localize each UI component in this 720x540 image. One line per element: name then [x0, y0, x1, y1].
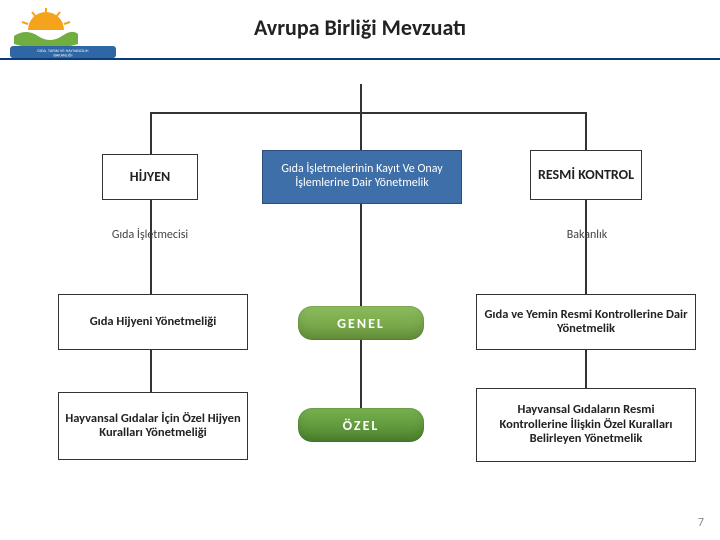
slide: GIDA, TARIM VE HAYVANCILIK BAKANLIĞI Avr…	[0, 0, 720, 540]
node-label: RESMİ KONTROL	[538, 167, 634, 183]
node-kayit-onay: Gıda İşletmelerinin Kayıt Ve Onay İşleml…	[262, 150, 462, 204]
node-gida-hijyeni: Gıda Hijyeni Yönetmeliği	[58, 294, 248, 350]
node-label: HİJYEN	[130, 169, 171, 185]
node-label: Hayvansal Gıdaların Resmi Kontrollerine …	[483, 403, 689, 446]
node-hayvansal-resmi: Hayvansal Gıdaların Resmi Kontrollerine …	[476, 388, 696, 462]
page-number: 7	[698, 516, 704, 530]
connector	[150, 112, 152, 154]
page-title: Avrupa Birliği Mevzuatı	[0, 14, 720, 41]
label-bakanlik: Bakanlık	[552, 228, 622, 242]
title-underline	[0, 58, 720, 60]
pill-genel: GENEL	[298, 306, 424, 340]
node-label: Gıda İşletmelerinin Kayıt Ve Onay İşleml…	[269, 163, 455, 191]
pill-label: GENEL	[337, 315, 385, 332]
pill-ozel: ÖZEL	[298, 408, 424, 442]
connector	[360, 112, 362, 154]
node-label: Hayvansal Gıdalar İçin Özel Hijyen Kural…	[65, 412, 241, 441]
connector	[585, 112, 587, 154]
connector	[360, 84, 362, 112]
label-gida-isletmecisi: Gıda İşletmecisi	[100, 228, 200, 242]
svg-text:BAKANLIĞI: BAKANLIĞI	[54, 53, 73, 58]
connector	[150, 112, 587, 114]
node-hayvansal-hijyen: Hayvansal Gıdalar İçin Özel Hijyen Kural…	[58, 392, 248, 460]
node-gida-yem-resmi: Gıda ve Yemin Resmi Kontrollerine Dair Y…	[476, 294, 696, 350]
node-hijyen: HİJYEN	[102, 154, 198, 200]
svg-text:GIDA, TARIM VE HAYVANCILIK: GIDA, TARIM VE HAYVANCILIK	[37, 49, 89, 53]
pill-label: ÖZEL	[343, 417, 380, 434]
label-text: Bakanlık	[567, 228, 608, 242]
node-resmi-kontrol: RESMİ KONTROL	[530, 150, 642, 200]
node-label: Gıda ve Yemin Resmi Kontrollerine Dair Y…	[483, 308, 689, 337]
label-text: Gıda İşletmecisi	[112, 228, 188, 242]
node-label: Gıda Hijyeni Yönetmeliği	[90, 315, 217, 329]
